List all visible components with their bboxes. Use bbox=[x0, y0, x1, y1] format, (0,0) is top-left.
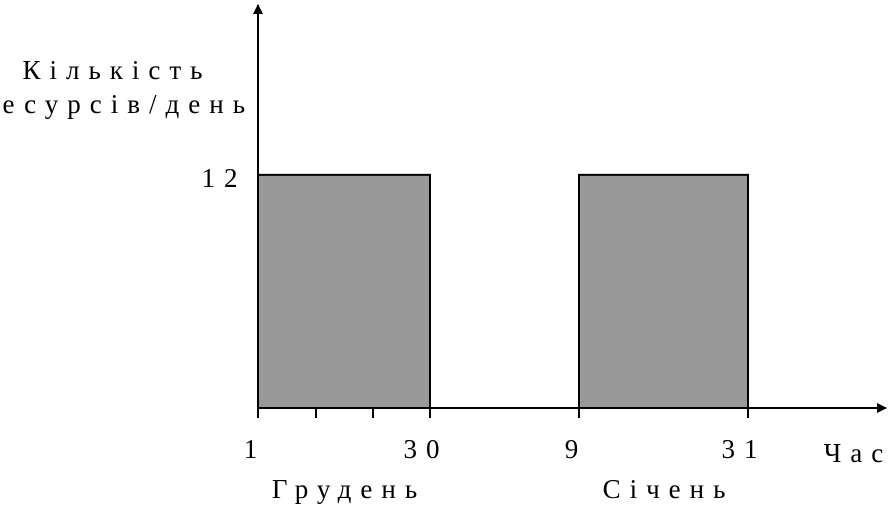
month-label: Грудень bbox=[272, 474, 426, 504]
x-axis-label: Час bbox=[824, 438, 893, 468]
x-tick-label: 30 bbox=[404, 434, 449, 464]
y-tick-label: 12 bbox=[202, 163, 247, 193]
y-axis-label: Кількість bbox=[22, 55, 211, 85]
x-tick-label: 31 bbox=[722, 434, 767, 464]
x-tick-label: 9 bbox=[565, 434, 588, 464]
x-tick-label: 1 bbox=[244, 434, 267, 464]
y-axis-label: ресурсів/день bbox=[0, 89, 254, 119]
bar bbox=[257, 173, 431, 409]
month-label: Січень bbox=[603, 474, 735, 504]
bar bbox=[578, 173, 749, 409]
